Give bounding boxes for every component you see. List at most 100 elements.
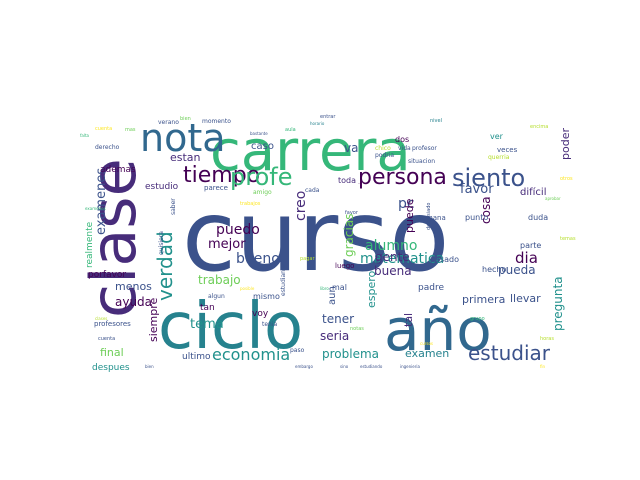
word-vida: vida: [398, 145, 411, 152]
word-ademas: ademas: [100, 165, 136, 175]
word-demasiado: demasiado: [426, 203, 432, 230]
word-saber: saber: [170, 198, 177, 215]
word-verdad: verdad: [153, 231, 177, 301]
word-dia: dia: [515, 249, 538, 267]
word-creo: creo: [293, 191, 309, 221]
filler-word-2: mas: [125, 127, 136, 133]
word-tenia: tenia: [262, 321, 278, 328]
word-tema: tema: [190, 317, 224, 332]
word-a-o: año: [384, 296, 492, 364]
word-clase: clase: [77, 158, 150, 318]
word-chico: chico: [375, 145, 391, 152]
word-buena: buena: [374, 264, 412, 278]
filler-word-26: sino: [340, 364, 349, 369]
filler-word-21: cursos: [420, 341, 433, 346]
word-mal: mal: [332, 283, 347, 292]
word-trabajo: trabajo: [198, 273, 241, 287]
filler-word-27: bien: [145, 364, 154, 369]
word-favor: favor: [345, 210, 359, 216]
word-mejor: mejor: [208, 237, 246, 252]
filler-word-5: entrar: [320, 114, 336, 120]
word-puedo: puedo: [216, 222, 260, 238]
word-primera: primera: [462, 293, 505, 306]
word-favor: favor: [460, 182, 494, 197]
word-profesor: profesor: [412, 145, 437, 152]
word-tal: tal: [402, 313, 415, 327]
word-caso: caso: [251, 141, 274, 152]
word-matematica: matematica: [360, 251, 444, 267]
word-estudiante: estudiante: [280, 264, 287, 296]
word-punto: punto: [465, 213, 488, 222]
word-verano: verano: [158, 119, 179, 126]
word-cada: cada: [305, 187, 320, 194]
word-ciclo: ciclo: [158, 290, 303, 364]
word-curso: curso: [182, 180, 449, 294]
word-mismo: mismo: [253, 292, 280, 301]
filler-word-16: libro: [320, 286, 329, 291]
word-estan: estan: [170, 151, 201, 164]
word-ver: ver: [490, 132, 504, 141]
filler-word-17: notas: [350, 326, 364, 332]
word-hecho: hecho: [482, 265, 506, 274]
word-carrera: carrera: [210, 119, 411, 184]
filler-word-7: bastante: [250, 131, 268, 136]
word-bueno: bueno: [236, 251, 280, 267]
word-siento: siento: [452, 164, 525, 192]
word-dos: dos: [395, 135, 409, 144]
word-pasado: pasado: [430, 255, 459, 264]
word-situacion: situacion: [408, 158, 435, 165]
word-nota: nota: [140, 116, 226, 160]
filler-word-6: nivel: [430, 118, 442, 124]
word-examenes: examenes: [94, 168, 109, 235]
word-veces: veces: [497, 146, 518, 154]
word-problema: problema: [322, 347, 379, 361]
word-cuenta: cuenta: [98, 336, 115, 342]
word-pueda: pueda: [498, 263, 536, 277]
word-luego: luego: [335, 262, 354, 270]
word-dif-cil: difícil: [520, 186, 546, 198]
word-toda: toda: [338, 176, 356, 185]
filler-word-8: encima: [530, 124, 548, 130]
word-menos: menos: [115, 280, 152, 293]
word-parece: parece: [204, 184, 228, 192]
word-puede: puede: [403, 198, 416, 233]
word-aun: aun: [327, 286, 338, 305]
word-gracias: gracias: [342, 214, 356, 257]
word-final: final: [100, 346, 124, 359]
word-seria: seria: [320, 329, 349, 343]
word-pc: pc: [398, 196, 415, 212]
word-siempre: siempre: [147, 297, 160, 342]
word-va: va: [344, 141, 358, 155]
word-algun: algun: [208, 293, 225, 300]
word-padre: padre: [418, 283, 444, 293]
word-ultimo: ultimo: [182, 352, 211, 362]
word-amigo: amigo: [253, 189, 272, 196]
filler-word-1: falta: [80, 133, 90, 138]
word-examen: examen: [405, 347, 449, 360]
word-porfavor: porfavor: [88, 270, 126, 280]
word-profe: profe: [230, 163, 292, 191]
filler-word-23: embargo: [295, 364, 313, 369]
filler-word-11: temas: [560, 236, 576, 242]
word-momento: momento: [202, 118, 231, 125]
word-ayuda: ayuda: [115, 295, 152, 309]
word-pregunta: pregunta: [551, 276, 565, 331]
filler-word-22: clases: [95, 316, 107, 321]
filler-word-9: otros: [560, 176, 573, 182]
word-quisiera: quisiera: [158, 231, 165, 255]
word-tiempo: tiempo: [183, 163, 260, 188]
word-voy: voy: [252, 309, 269, 319]
word-alumno: alumno: [365, 238, 417, 254]
word-cosa: cosa: [479, 196, 493, 224]
word-semana: semana: [418, 214, 446, 222]
filler-word-24: estudiando: [360, 364, 383, 369]
filler-word-14: trabajos: [240, 201, 261, 207]
word-tener: tener: [322, 312, 354, 326]
filler-word-19: horas: [540, 336, 554, 342]
word-tan: tan: [200, 303, 215, 313]
word-derecho: derecho: [95, 144, 120, 151]
filler-word-13: bien: [180, 116, 191, 122]
word-paso: paso: [290, 347, 305, 354]
word-querria: querria: [488, 154, 510, 161]
